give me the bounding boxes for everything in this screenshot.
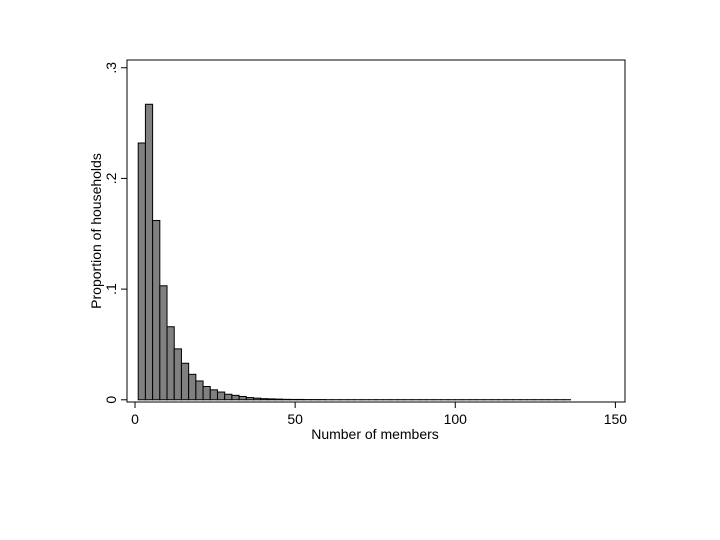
bar: [267, 398, 276, 401]
bar: [180, 362, 190, 401]
bar: [166, 326, 175, 401]
x-tick-label: 100: [444, 411, 468, 427]
bar: [238, 395, 247, 401]
plot-frame: [126, 59, 626, 403]
bar: [245, 397, 255, 401]
x-tick-label: 50: [287, 411, 303, 427]
bar: [260, 398, 269, 401]
y-tick-label: .2: [103, 172, 119, 184]
x-axis-title: Number of members: [311, 426, 439, 442]
y-tick-label: .3: [103, 62, 119, 74]
bar: [173, 348, 182, 401]
bar: [144, 103, 154, 401]
bar: [137, 142, 146, 401]
x-tick-label: 0: [131, 411, 139, 427]
bar: [224, 393, 233, 401]
bar: [209, 389, 218, 401]
bar: [202, 386, 211, 401]
bar: [152, 219, 161, 401]
bar: [274, 398, 283, 401]
bar: [159, 285, 168, 401]
bar: [216, 391, 226, 401]
bar: [231, 394, 240, 401]
y-tick-label: .1: [103, 283, 119, 295]
x-tick-label: 150: [604, 411, 628, 427]
y-tick-label: 0: [103, 396, 119, 404]
y-axis-title: Proportion of households: [88, 153, 104, 309]
bar: [253, 397, 262, 401]
bar: [195, 380, 204, 401]
bar: [188, 373, 197, 401]
